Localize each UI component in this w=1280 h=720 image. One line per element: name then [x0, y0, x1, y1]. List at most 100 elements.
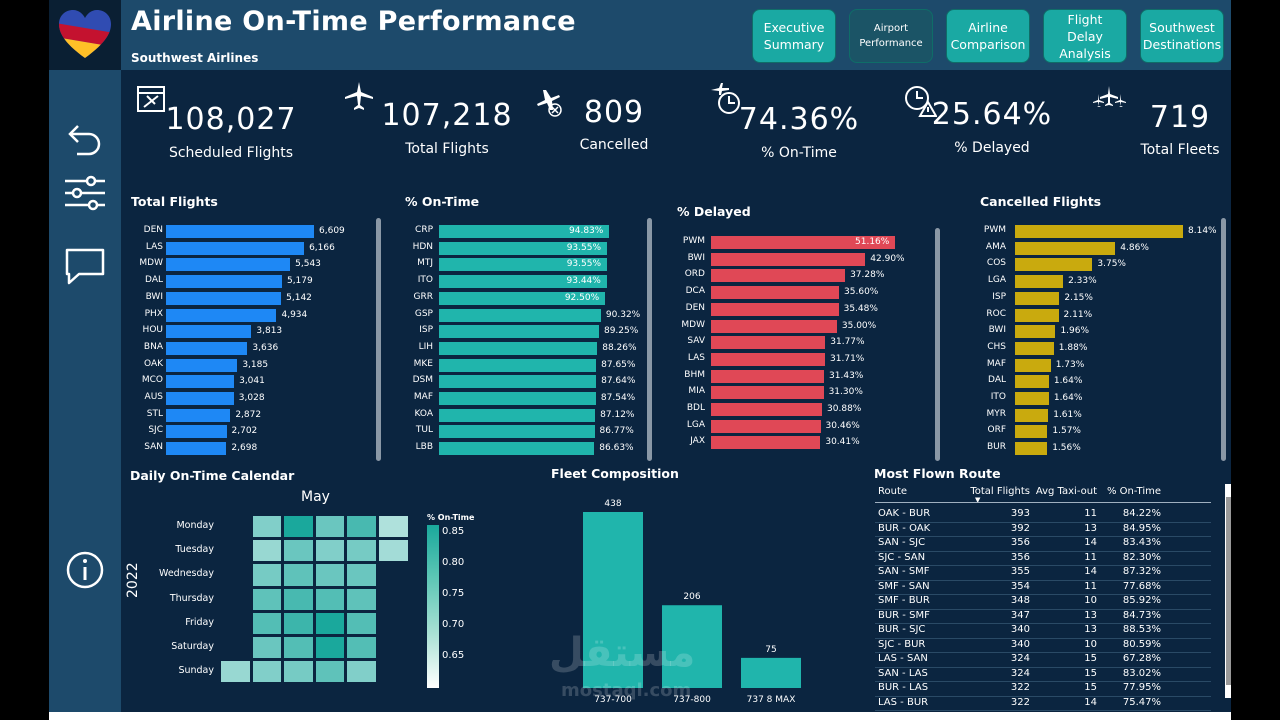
calendar-cell[interactable]	[346, 563, 377, 587]
total-flights-bar[interactable]	[166, 225, 314, 238]
undo-arrow-icon[interactable]	[63, 120, 107, 160]
calendar-cell[interactable]	[251, 515, 283, 539]
col-avg-taxi-out[interactable]: Avg Taxi-out	[1035, 486, 1097, 497]
col-total-flights[interactable]: Total Flights	[970, 486, 1030, 497]
calendar-cell[interactable]	[251, 636, 283, 660]
calendar-cell[interactable]	[378, 515, 409, 539]
pct-ontime-bar[interactable]	[439, 258, 607, 272]
pct-ontime-bar[interactable]	[439, 325, 599, 339]
total-flights-bar[interactable]	[166, 392, 234, 405]
calendar-cell[interactable]	[251, 611, 283, 635]
calendar-cell[interactable]	[346, 539, 377, 563]
calendar-cell[interactable]	[251, 539, 283, 563]
calendar-cell[interactable]	[314, 539, 346, 563]
pct-delayed-bar[interactable]	[711, 286, 840, 300]
pct-delayed-bar[interactable]	[711, 403, 823, 416]
total-flights-bar[interactable]	[166, 358, 238, 372]
pct-delayed-bar[interactable]	[711, 352, 826, 366]
total-flights-bar[interactable]	[166, 291, 282, 305]
calendar-cell[interactable]	[283, 611, 314, 635]
nav-executive-summary-button[interactable]: Executive Summary	[752, 9, 836, 63]
cancelled-bar[interactable]	[1015, 291, 1060, 305]
pct-delayed-bar[interactable]	[711, 369, 825, 383]
fleet-bar[interactable]	[662, 605, 722, 688]
total-flights-bar[interactable]	[166, 408, 231, 422]
calendar-cell[interactable]	[283, 587, 314, 611]
calendar-cell[interactable]	[283, 539, 314, 563]
info-icon[interactable]	[63, 548, 107, 592]
calendar-cell[interactable]	[314, 563, 346, 587]
pct-delayed-bar[interactable]	[711, 436, 821, 450]
pct-ontime-bar[interactable]	[439, 425, 595, 439]
pct-delayed-bar[interactable]	[711, 336, 826, 350]
cancelled-scrollbar[interactable]	[1221, 218, 1226, 461]
total-flights-bar[interactable]	[166, 442, 227, 456]
calendar-cell[interactable]	[314, 587, 346, 611]
calendar-cell[interactable]	[314, 636, 346, 660]
pct-ontime-bar[interactable]	[439, 375, 597, 389]
pct-delayed-bar[interactable]	[711, 319, 837, 333]
cancelled-bar[interactable]	[1015, 258, 1093, 272]
calendar-cell[interactable]	[346, 660, 377, 684]
calendar-cell[interactable]	[251, 587, 283, 611]
cancelled-bar[interactable]	[1015, 392, 1049, 405]
pct-delayed-scrollbar[interactable]	[935, 228, 940, 461]
cancelled-bar[interactable]	[1015, 375, 1049, 389]
pct-delayed-bar[interactable]	[711, 252, 866, 266]
total-flights-bar[interactable]	[166, 425, 227, 439]
total-flights-bar[interactable]	[166, 308, 277, 322]
calendar-cell[interactable]	[283, 563, 314, 587]
calendar-cell[interactable]	[283, 636, 314, 660]
pct-ontime-bar[interactable]	[439, 408, 596, 422]
calendar-cell[interactable]	[283, 515, 314, 539]
pct-ontime-scrollbar[interactable]	[647, 218, 652, 461]
pct-ontime-bar[interactable]	[439, 358, 597, 372]
calendar-cell[interactable]	[314, 660, 346, 684]
nav-southwest-destinations-button[interactable]: Southwest Destinations	[1140, 9, 1224, 63]
col-route[interactable]: Route	[878, 486, 908, 497]
calendar-cell[interactable]	[378, 539, 409, 563]
pct-delayed-bar[interactable]	[711, 236, 895, 249]
cancelled-bar[interactable]	[1015, 341, 1054, 355]
comment-icon[interactable]	[63, 246, 107, 286]
pct-ontime-bar[interactable]	[439, 308, 601, 322]
cancelled-bar[interactable]	[1015, 358, 1051, 372]
cancelled-bar[interactable]	[1015, 275, 1064, 289]
calendar-cell[interactable]	[251, 563, 283, 587]
nav-flight-delay-analysis-button[interactable]: Flight Delay Analysis	[1043, 9, 1127, 63]
cancelled-bar[interactable]	[1015, 225, 1183, 238]
calendar-cell[interactable]	[346, 515, 377, 539]
calendar-cell[interactable]	[314, 611, 346, 635]
cancelled-bar[interactable]	[1015, 442, 1048, 456]
cancelled-bar[interactable]	[1015, 308, 1059, 322]
total-flights-bar[interactable]	[166, 241, 305, 255]
calendar-cell[interactable]	[283, 660, 314, 684]
total-flights-bar[interactable]	[166, 325, 252, 339]
nav-airline-comparison-button[interactable]: Airline Comparison	[946, 9, 1030, 63]
total-flights-scrollbar[interactable]	[376, 218, 381, 461]
table-scrollbar-thumb[interactable]	[1226, 497, 1231, 685]
total-flights-bar[interactable]	[166, 375, 235, 389]
pct-ontime-bar[interactable]	[439, 291, 605, 305]
pct-ontime-bar[interactable]	[439, 275, 607, 289]
total-flights-bar[interactable]	[166, 275, 282, 289]
calendar-cell[interactable]	[346, 636, 377, 660]
calendar-cell[interactable]	[251, 660, 283, 684]
calendar-cell[interactable]	[314, 515, 346, 539]
fleet-bar[interactable]	[583, 512, 643, 688]
cancelled-bar[interactable]	[1015, 241, 1116, 255]
pct-ontime-bar[interactable]	[439, 225, 609, 238]
pct-ontime-bar[interactable]	[439, 341, 598, 355]
col-pct-ontime[interactable]: % On-Time	[1106, 486, 1161, 497]
pct-delayed-bar[interactable]	[711, 386, 824, 400]
cancelled-bar[interactable]	[1015, 425, 1048, 439]
pct-delayed-bar[interactable]	[711, 269, 846, 283]
cancelled-bar[interactable]	[1015, 325, 1056, 339]
total-flights-bar[interactable]	[166, 258, 291, 272]
total-flights-bar[interactable]	[166, 341, 248, 355]
calendar-cell[interactable]	[346, 587, 377, 611]
pct-ontime-bar[interactable]	[439, 241, 607, 255]
nav-airport-performance-button[interactable]: Airport Performance	[849, 9, 933, 63]
pct-ontime-bar[interactable]	[439, 442, 595, 456]
pct-delayed-bar[interactable]	[711, 302, 839, 316]
